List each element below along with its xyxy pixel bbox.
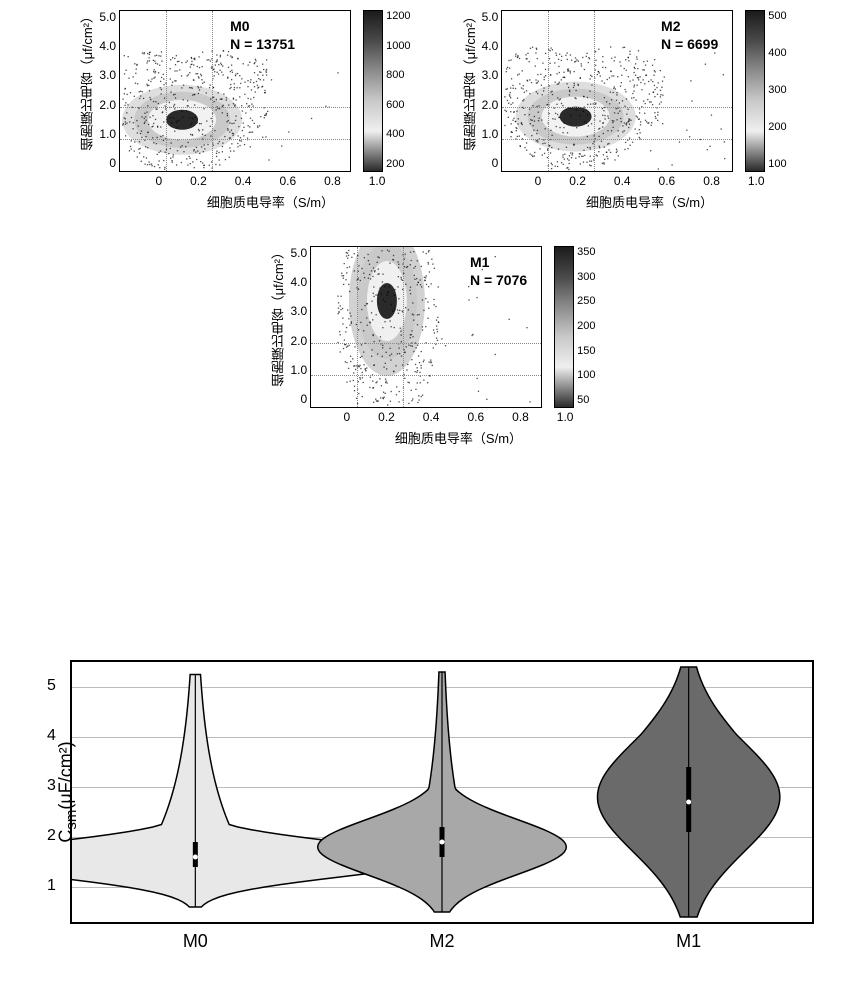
colorbar-ticks: 500400300200100 [768, 10, 786, 170]
colorbar-ticks: 12001000800600400200 [386, 10, 410, 170]
violin-x-ticks: M0 M2 M1 [72, 931, 812, 952]
y-axis-ticks: 5.04.03.02.01.00 [290, 246, 307, 406]
violin-y-tick: 5 [47, 677, 56, 695]
x-axis-ticks: 00.20.40.60.81.0 [155, 174, 385, 188]
violin-category-label: M2 [429, 931, 454, 952]
colorbar [363, 10, 383, 172]
y-axis-label: 细胞膜比电容（μf/cm²） [461, 10, 480, 150]
plot-annotation: M1N = 7076 [470, 253, 527, 289]
y-axis-ticks: 5.04.03.02.01.00 [99, 10, 116, 170]
scatter-M1: 细胞膜比电容（μf/cm²）5.04.03.02.01.00 M1N = 7076… [269, 246, 595, 447]
x-axis-ticks: 00.20.40.60.81.0 [535, 174, 765, 188]
scatter-top-row: 细胞膜比电容（μf/cm²）5.04.03.02.01.00M0N = 1375… [0, 0, 865, 211]
y-axis-ticks: 5.04.03.02.01.00 [482, 10, 499, 170]
violin-category-label: M1 [676, 931, 701, 952]
violin-plot: 12345Csm(μF/cm²)M0M2M1 [70, 660, 814, 924]
colorbar-ticks: 35030025020015010050 [577, 246, 595, 406]
colorbar [745, 10, 765, 172]
scatter-plot-area: M0N = 13751 [119, 10, 351, 172]
y-axis-label: 细胞膜比电容（μf/cm²） [78, 10, 97, 150]
colorbar [554, 246, 574, 408]
x-axis-label: 细胞质电导率（S/m） [155, 192, 385, 211]
violin-y-tick: 1 [47, 877, 56, 895]
scatter-M0: 细胞膜比电容（μf/cm²）5.04.03.02.01.00 M0N = 1375… [78, 10, 410, 211]
y-axis-label: 细胞膜比电容（μf/cm²） [269, 246, 288, 386]
scatter-plot-area: M2N = 6699 [501, 10, 733, 172]
x-axis-label: 细胞质电导率（S/m） [343, 428, 573, 447]
x-axis-label: 细胞质电导率（S/m） [535, 192, 765, 211]
plot-annotation: M0N = 13751 [230, 17, 295, 53]
plot-annotation: M2N = 6699 [661, 17, 718, 53]
scatter-plot-area: M1N = 7076 [310, 246, 542, 408]
x-axis-ticks: 00.20.40.60.81.0 [343, 410, 573, 424]
scatter-M2: 细胞膜比电容（μf/cm²）5.04.03.02.01.00 M2N = 6699… [461, 10, 787, 211]
violin-category-label: M0 [183, 931, 208, 952]
scatter-mid-row: 细胞膜比电容（μf/cm²）5.04.03.02.01.00 M1N = 7076… [0, 211, 865, 447]
